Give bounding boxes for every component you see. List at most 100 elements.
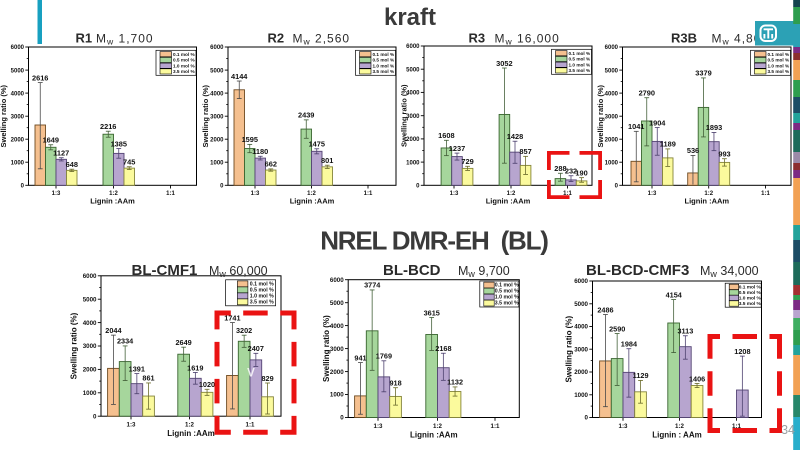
svg-text:3000: 3000 [330,346,344,353]
svg-text:941: 941 [354,353,366,362]
svg-text:536: 536 [687,146,699,155]
svg-text:3000: 3000 [83,343,97,350]
svg-text:662: 662 [265,160,277,169]
svg-text:3.5 mol %: 3.5 mol % [495,301,519,307]
svg-text:Lignin : AAm: Lignin : AAm [652,431,701,440]
svg-text:2000: 2000 [83,367,97,374]
svg-text:2407: 2407 [248,344,264,353]
svg-text:0.1 mol %: 0.1 mol % [373,52,395,57]
svg-text:1:2: 1:2 [675,423,685,430]
svg-text:0.5 mol %: 0.5 mol % [495,289,519,295]
svg-text:3000: 3000 [11,114,25,120]
svg-text:1:2: 1:2 [185,422,195,429]
svg-text:3774: 3774 [364,281,381,290]
svg-text:1:1: 1:1 [563,191,572,197]
svg-text:34: 34 [781,423,795,437]
svg-text:1000: 1000 [210,160,224,166]
svg-text:R3B: R3B [671,31,697,46]
svg-text:1132: 1132 [447,378,463,387]
svg-text:5000: 5000 [406,67,420,73]
svg-text:Mw 16,000: Mw 16,000 [495,32,560,47]
svg-text:2000: 2000 [605,137,619,143]
svg-text:0.1 mol %: 0.1 mol % [495,283,519,289]
svg-text:0: 0 [220,184,224,190]
svg-text:Swelling ratio (%): Swelling ratio (%) [565,316,574,383]
svg-text:1.0 mol %: 1.0 mol % [250,294,274,300]
svg-text:2168: 2168 [435,344,451,353]
svg-text:2000: 2000 [574,369,588,376]
svg-text:4154: 4154 [666,290,683,299]
svg-text:6000: 6000 [605,45,619,51]
svg-text:Lignin :AAm: Lignin :AAm [486,196,531,205]
svg-text:1189: 1189 [660,140,676,149]
svg-text:0.5 mol %: 0.5 mol % [739,290,762,296]
svg-text:1:1: 1:1 [166,191,175,197]
svg-text:BL-CMF1: BL-CMF1 [132,262,198,279]
svg-text:857: 857 [519,147,531,156]
svg-text:1385: 1385 [111,139,127,148]
svg-text:1:2: 1:2 [109,191,118,197]
svg-text:1:3: 1:3 [619,423,629,430]
svg-text:1391: 1391 [129,364,145,373]
svg-text:1000: 1000 [406,160,420,166]
svg-text:1000: 1000 [330,392,344,399]
svg-text:1:3: 1:3 [127,422,137,429]
svg-text:1769: 1769 [376,352,392,361]
svg-text:0.5 mol %: 0.5 mol % [250,288,274,294]
svg-text:6000: 6000 [574,278,588,285]
svg-text:R3: R3 [469,31,486,46]
svg-text:3000: 3000 [605,114,619,120]
svg-text:BL-BCD-CMF3: BL-BCD-CMF3 [586,262,689,279]
svg-text:1619: 1619 [187,363,203,372]
svg-text:648: 648 [66,160,78,169]
svg-text:1:1: 1:1 [364,191,373,197]
svg-text:Lignin :AAm: Lignin :AAm [685,196,730,205]
svg-text:4000: 4000 [406,91,420,97]
svg-text:2616: 2616 [32,73,48,82]
svg-text:4000: 4000 [605,91,619,97]
svg-text:3.5 mol %: 3.5 mol % [739,301,762,307]
svg-text:0.5 mol %: 0.5 mol % [768,58,790,63]
svg-text:0: 0 [585,415,589,422]
svg-text:0.5 mol %: 0.5 mol % [373,58,395,63]
svg-text:2590: 2590 [609,324,625,333]
svg-text:5000: 5000 [574,301,588,308]
svg-text:BL-BCD: BL-BCD [383,262,441,279]
svg-text:0: 0 [340,415,344,422]
svg-text:729: 729 [461,157,473,166]
svg-text:1000: 1000 [605,160,619,166]
svg-text:1000: 1000 [574,392,588,399]
svg-text:4144: 4144 [231,72,248,81]
svg-text:R1: R1 [76,31,93,46]
svg-text:4000: 4000 [210,91,224,97]
svg-text:4000: 4000 [330,323,344,330]
svg-text:1:1: 1:1 [761,191,770,197]
svg-text:1180: 1180 [252,147,268,156]
svg-text:2000: 2000 [406,137,420,143]
svg-text:1608: 1608 [438,131,454,140]
svg-text:Swelling ratio (%): Swelling ratio (%) [596,84,605,147]
svg-text:V: V [247,368,255,380]
svg-text:4000: 4000 [574,324,588,331]
svg-text:1129: 1129 [633,371,649,380]
svg-text:Swelling ratio (%): Swelling ratio (%) [322,315,331,382]
svg-text:Mw 34,000: Mw 34,000 [700,264,759,279]
svg-text:Swelling ratio (%): Swelling ratio (%) [70,312,79,379]
svg-text:1:1: 1:1 [246,422,256,429]
svg-text:1:3: 1:3 [52,191,61,197]
svg-text:3000: 3000 [210,114,224,120]
svg-text:1041: 1041 [628,122,644,131]
svg-text:861: 861 [142,374,154,383]
svg-text:1.0 mol %: 1.0 mol % [768,63,790,68]
svg-text:1237: 1237 [449,144,465,153]
svg-text:2000: 2000 [210,137,224,143]
svg-text:0.1 mol %: 0.1 mol % [768,52,790,57]
svg-text:5000: 5000 [330,300,344,307]
svg-text:993: 993 [718,150,730,159]
svg-text:1428: 1428 [507,132,523,141]
svg-text:0: 0 [93,413,97,420]
svg-text:0: 0 [615,184,619,190]
svg-text:288: 288 [554,164,566,173]
svg-text:Lignin :AAm: Lignin :AAm [167,429,215,438]
svg-text:1:1: 1:1 [491,423,501,430]
